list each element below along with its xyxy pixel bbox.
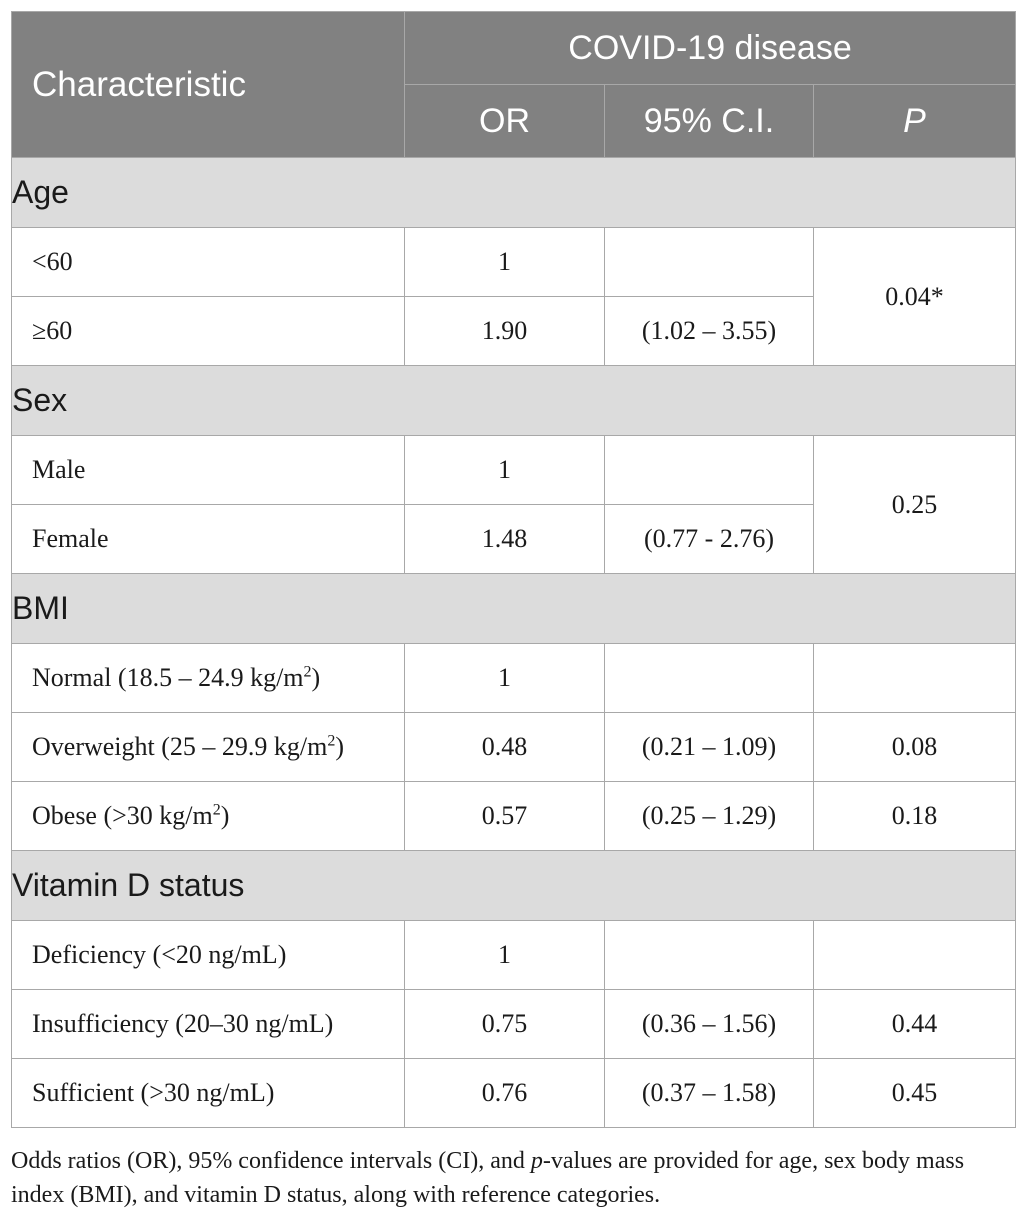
row-label-text: Overweight (25 – 29.9 kg/m — [32, 732, 328, 761]
table-row: Overweight (25 – 29.9 kg/m2) 0.48 (0.21 … — [11, 712, 1017, 782]
row-label: Sufficient (>30 ng/mL) — [11, 1058, 405, 1128]
row-label: Obese (>30 kg/m2) — [11, 781, 405, 851]
section-sex: Sex — [10, 365, 1017, 436]
header-p: P — [812, 84, 1017, 158]
superscript: 2 — [327, 732, 336, 750]
row-p: 0.45 — [812, 1058, 1017, 1128]
row-label: <60 — [11, 227, 405, 297]
row-p: 0.08 — [812, 712, 1017, 782]
table-row: Normal (18.5 – 24.9 kg/m2) 1 — [11, 643, 1017, 713]
row-ci: (0.21 – 1.09) — [604, 712, 814, 782]
row-ci: (0.36 – 1.56) — [604, 989, 814, 1059]
row-ci: (0.77 - 2.76) — [604, 504, 814, 574]
row-label-text: Normal (18.5 – 24.9 kg/m — [32, 663, 304, 692]
results-table: Characteristic COVID-19 disease OR 95% C… — [10, 11, 1017, 1128]
row-or: 1.48 — [404, 504, 605, 574]
row-or: 0.57 — [404, 781, 605, 851]
table-row: Sufficient (>30 ng/mL) 0.76 (0.37 – 1.58… — [11, 1058, 1017, 1128]
row-ci — [604, 643, 814, 713]
header-or: OR — [404, 84, 605, 158]
row-or: 0.76 — [404, 1058, 605, 1128]
row-or: 1 — [404, 435, 605, 505]
row-ci: (0.37 – 1.58) — [604, 1058, 814, 1128]
row-label: Female — [11, 504, 405, 574]
row-or: 1 — [404, 643, 605, 713]
row-label: Deficiency (<20 ng/mL) — [11, 920, 405, 990]
header-characteristic: Characteristic — [11, 11, 405, 158]
row-or: 1.90 — [404, 296, 605, 366]
header-ci: 95% C.I. — [604, 84, 814, 158]
footnote-p-italic: p — [530, 1148, 543, 1174]
row-p — [812, 920, 1017, 990]
section-age: Age — [10, 157, 1017, 228]
table-row: ≥60 1.90 (1.02 – 3.55) — [11, 296, 1016, 366]
row-label-end: ) — [311, 663, 321, 692]
section-bmi: BMI — [10, 573, 1017, 644]
row-label-text: Obese (>30 kg/m — [32, 801, 213, 830]
row-p — [812, 643, 1017, 713]
row-label-end: ) — [220, 801, 230, 830]
table-row: Male 1 0.25 — [11, 435, 1017, 574]
row-or: 0.75 — [404, 989, 605, 1059]
row-ci: (1.02 – 3.55) — [604, 296, 814, 366]
row-label: ≥60 — [11, 296, 405, 366]
header-covid-group: COVID-19 disease — [403, 11, 1017, 85]
row-label: Male — [11, 435, 405, 505]
superscript: 2 — [303, 663, 312, 681]
row-label-end: ) — [335, 732, 345, 761]
row-or: 0.48 — [404, 712, 605, 782]
row-ci — [604, 227, 814, 297]
table-row: Obese (>30 kg/m2) 0.57 (0.25 – 1.29) 0.1… — [11, 781, 1017, 851]
footnote-text-2: -values are provided for age, sex body m… — [11, 1148, 965, 1208]
table-row: Deficiency (<20 ng/mL) 1 — [11, 920, 1017, 990]
row-ci — [604, 920, 814, 990]
row-p: 0.04* — [812, 227, 1017, 366]
table-row: <60 1 0.04* — [11, 227, 1017, 366]
row-ci — [604, 435, 814, 505]
superscript: 2 — [212, 801, 221, 819]
row-p: 0.18 — [812, 781, 1017, 851]
row-or: 1 — [404, 227, 605, 297]
row-p: 0.44 — [812, 989, 1017, 1059]
footnote-text-1: Odds ratios (OR), 95% confidence interva… — [11, 1148, 531, 1174]
table-row: Insufficiency (20–30 ng/mL) 0.75 (0.36 –… — [11, 989, 1017, 1059]
section-vitamin-d: Vitamin D status — [10, 850, 1017, 921]
row-label: Normal (18.5 – 24.9 kg/m2) — [11, 643, 405, 713]
row-p: 0.25 — [812, 435, 1017, 574]
row-ci: (0.25 – 1.29) — [604, 781, 814, 851]
row-label: Overweight (25 – 29.9 kg/m2) — [11, 712, 405, 782]
row-or: 1 — [404, 920, 605, 990]
row-label: Insufficiency (20–30 ng/mL) — [11, 989, 405, 1059]
table-footnote: Odds ratios (OR), 95% confidence interva… — [11, 1144, 1015, 1212]
